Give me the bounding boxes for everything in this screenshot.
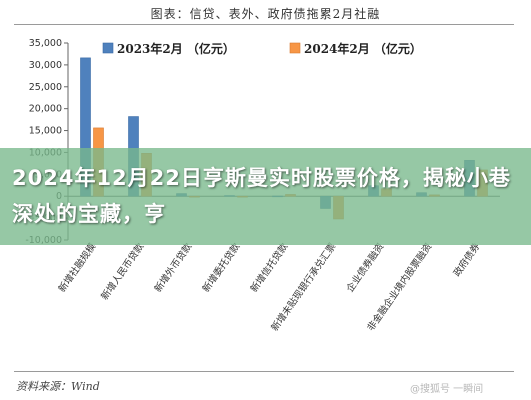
y-tick-label: 20,000 bbox=[29, 104, 62, 115]
x-category-label: 新增外币贷款 bbox=[152, 240, 195, 294]
x-category-label: 新增社融规模 bbox=[56, 240, 99, 294]
x-category-label: 政府债券 bbox=[451, 240, 483, 278]
chart-source-note: 资料来源：Wind bbox=[16, 380, 100, 393]
chart-legend: 2023年2月 （亿元） 2024年2月 （亿元） bbox=[102, 41, 422, 56]
legend-swatch-1 bbox=[289, 42, 301, 54]
news-banner-headline[interactable]: 2024年12月22日亨斯曼实时股票价格，揭秘小巷深处的宝藏，亨 bbox=[12, 166, 511, 226]
title-divider bbox=[14, 24, 514, 25]
legend-swatch-0 bbox=[102, 42, 114, 54]
news-banner-overlay bbox=[0, 148, 531, 245]
legend-label-1: 2024年2月 （亿元） bbox=[304, 41, 422, 56]
x-category-label: 新增人民币贷款 bbox=[98, 240, 146, 302]
x-category-label: 新增委托贷款 bbox=[200, 240, 243, 294]
source-divider bbox=[14, 371, 514, 372]
y-tick-label: 25,000 bbox=[29, 82, 62, 93]
x-category-label: 新增信托贷款 bbox=[248, 240, 291, 294]
legend-label-0: 2023年2月 （亿元） bbox=[117, 41, 235, 56]
chart-title: 图表：信贷、表外、政府债拖累2月社融 bbox=[150, 7, 381, 21]
x-category-label: 企业债券融资 bbox=[344, 240, 387, 294]
y-tick-label: 35,000 bbox=[29, 38, 62, 49]
y-tick-label: 30,000 bbox=[29, 60, 62, 71]
y-tick-label: 15,000 bbox=[29, 126, 62, 137]
watermark-text: @搜狐号 一瞬间 bbox=[410, 384, 484, 395]
